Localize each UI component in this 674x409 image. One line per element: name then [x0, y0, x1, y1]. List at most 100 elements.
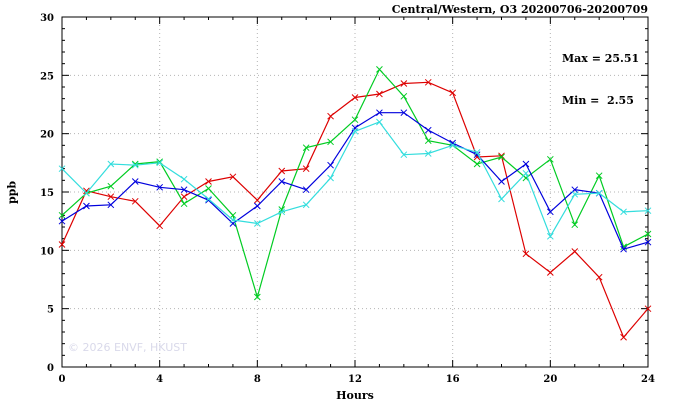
series-cyan-marker — [58, 165, 66, 173]
series-blue-marker — [253, 202, 261, 210]
series-green-marker — [180, 200, 188, 208]
series-red-marker — [595, 273, 603, 281]
series-blue-marker — [376, 109, 383, 117]
x-axis-label: Hours — [336, 389, 374, 402]
series-green-marker — [546, 155, 554, 163]
series-green-marker — [644, 230, 652, 238]
series-blue-marker — [473, 151, 481, 159]
y-tick-label: 0 — [47, 363, 54, 374]
series-blue-marker — [546, 208, 554, 216]
x-tick-label: 8 — [254, 374, 261, 385]
max-min-annotation: Max = 25.51 Min = 2.55 — [562, 24, 639, 136]
series-green-marker — [302, 144, 310, 152]
series-blue-marker — [498, 178, 505, 185]
series-cyan-marker — [205, 195, 212, 203]
series-cyan-marker — [498, 195, 505, 203]
y-axis-label: ppb — [5, 180, 19, 205]
watermark: © 2026 ENVF, HKUST — [68, 341, 187, 354]
series-cyan-marker — [376, 118, 383, 126]
series-blue-marker — [449, 139, 457, 147]
series-red-marker — [83, 187, 90, 195]
series-red-marker — [205, 178, 212, 185]
series-red-marker — [253, 196, 261, 204]
series-cyan-marker — [278, 208, 286, 216]
series-red-marker — [400, 80, 408, 87]
series-green-marker — [131, 160, 139, 168]
series-green-marker — [620, 243, 627, 251]
series-red-marker — [644, 305, 652, 313]
series-red-marker — [449, 89, 457, 97]
y-tick-label: 25 — [40, 71, 54, 82]
series-green-marker — [107, 182, 115, 190]
series-red-marker — [180, 193, 188, 201]
series-blue-marker — [205, 196, 212, 204]
series-green-marker — [571, 221, 579, 229]
series-green-marker — [327, 138, 334, 146]
series-blue-marker — [327, 161, 334, 169]
chart-title: Central/Western, O3 20200706-20200709 — [391, 3, 648, 16]
series-cyan-marker — [620, 208, 627, 216]
series-cyan-marker — [522, 169, 530, 177]
series-green-marker — [498, 153, 505, 161]
series-red-marker — [156, 222, 164, 230]
series-blue-marker — [400, 109, 408, 117]
y-tick-label: 15 — [40, 188, 54, 199]
series-green-marker — [351, 116, 359, 124]
series-cyan-marker — [473, 148, 481, 156]
series-blue-marker — [180, 186, 188, 194]
y-tick-label: 30 — [40, 13, 54, 24]
series-cyan-marker — [253, 220, 261, 227]
y-tick-label: 5 — [47, 305, 54, 316]
series-green-marker — [278, 206, 286, 213]
series-blue-marker — [620, 245, 627, 253]
series-cyan-marker — [229, 216, 237, 224]
series-blue-marker — [522, 160, 530, 168]
series-red-marker — [351, 94, 359, 101]
series-cyan-marker — [571, 190, 579, 198]
series-blue-marker — [156, 183, 164, 191]
series-cyan-marker — [302, 201, 310, 209]
series-red-marker — [522, 250, 530, 258]
series-green-marker — [156, 158, 164, 166]
series-cyan-marker — [595, 189, 603, 197]
series-cyan-marker — [644, 207, 652, 215]
series-blue-marker — [424, 126, 432, 134]
series-cyan-marker — [156, 159, 164, 167]
x-tick-label: 12 — [348, 374, 362, 385]
y-tick-label: 20 — [40, 130, 54, 141]
series-blue-marker — [58, 217, 66, 225]
series-cyan-marker — [351, 127, 359, 135]
x-tick-label: 20 — [543, 374, 557, 385]
max-value-label: Max = 25.51 — [562, 52, 640, 65]
series-green-marker — [253, 293, 261, 301]
plot-border — [61, 16, 649, 368]
series-blue-marker — [107, 201, 115, 209]
series-blue-marker — [644, 238, 652, 246]
series-green-marker — [424, 137, 432, 145]
series-cyan-marker — [327, 174, 334, 182]
min-value-label: Min = 2.55 — [562, 94, 634, 107]
series-blue-marker — [302, 186, 310, 194]
series-green-marker — [58, 211, 66, 219]
series-cyan-marker — [546, 232, 554, 240]
x-tick-label: 24 — [641, 374, 655, 385]
series-cyan-marker — [107, 160, 115, 168]
series-red-marker — [424, 78, 432, 86]
series-cyan-marker — [180, 175, 188, 183]
series-red-marker — [229, 173, 237, 181]
series-blue-marker — [83, 202, 90, 210]
series-red-marker — [376, 90, 383, 98]
series-green-marker — [595, 172, 603, 180]
y-tick-label: 10 — [40, 246, 54, 257]
series-cyan-marker — [83, 189, 90, 197]
series-red-marker — [620, 333, 627, 341]
series-cyan-line — [61, 121, 649, 238]
series-red-marker — [327, 112, 334, 120]
series-cyan-marker — [449, 141, 457, 149]
series-red-marker — [546, 269, 554, 276]
series-blue-marker — [131, 178, 139, 185]
series-green-marker — [473, 160, 481, 168]
series-green-marker — [376, 66, 383, 73]
